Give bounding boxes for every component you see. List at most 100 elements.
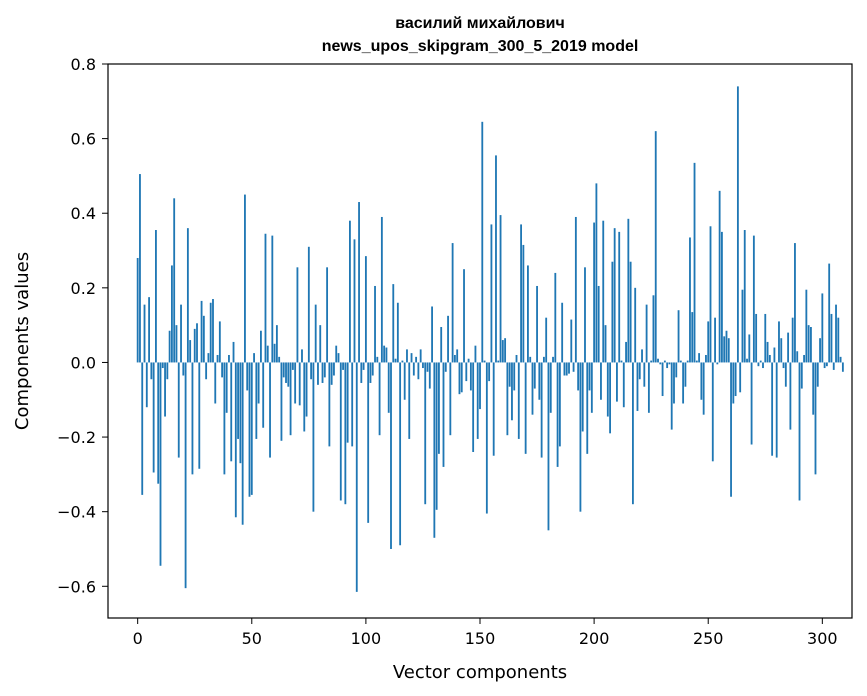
bar bbox=[597, 285, 600, 363]
bar bbox=[506, 362, 509, 436]
bar bbox=[355, 362, 358, 592]
bar bbox=[807, 325, 810, 363]
bar bbox=[291, 362, 294, 370]
bar bbox=[485, 362, 488, 514]
bar bbox=[202, 315, 205, 363]
bar bbox=[709, 226, 712, 363]
bar bbox=[825, 362, 828, 367]
bar bbox=[447, 315, 449, 363]
bar bbox=[155, 230, 157, 363]
bar bbox=[661, 362, 664, 397]
bar bbox=[841, 362, 844, 372]
bar bbox=[257, 362, 260, 404]
bar bbox=[821, 293, 824, 363]
bar bbox=[682, 362, 685, 404]
bar bbox=[198, 362, 201, 469]
bar bbox=[837, 317, 840, 363]
bar bbox=[638, 362, 641, 380]
bar bbox=[520, 224, 522, 363]
bar bbox=[481, 121, 484, 363]
bar bbox=[734, 362, 737, 397]
bar bbox=[463, 269, 465, 363]
x-tick-label: 300 bbox=[807, 629, 838, 648]
bar bbox=[508, 362, 511, 387]
bar bbox=[752, 235, 755, 363]
bar bbox=[762, 362, 764, 369]
bar bbox=[136, 257, 139, 363]
bar bbox=[253, 353, 255, 363]
bar bbox=[150, 362, 153, 380]
bar bbox=[346, 362, 349, 443]
bar bbox=[650, 360, 653, 363]
bar bbox=[433, 362, 436, 538]
bar bbox=[613, 228, 616, 363]
bar bbox=[803, 354, 805, 363]
bar bbox=[584, 267, 586, 363]
bar bbox=[385, 347, 388, 363]
bar bbox=[298, 362, 301, 406]
bar bbox=[622, 362, 625, 408]
bar bbox=[513, 362, 516, 391]
bar bbox=[721, 231, 723, 363]
bar bbox=[380, 216, 383, 363]
bar bbox=[403, 362, 406, 400]
bar bbox=[659, 362, 662, 365]
bar bbox=[164, 362, 166, 417]
bar bbox=[376, 356, 379, 363]
bar bbox=[604, 325, 607, 363]
bar bbox=[145, 362, 148, 408]
bar bbox=[209, 302, 212, 363]
x-tick-label: 50 bbox=[242, 629, 262, 648]
bar bbox=[422, 362, 424, 369]
bar bbox=[335, 345, 338, 363]
y-tick-label: 0.2 bbox=[71, 279, 96, 298]
bar bbox=[563, 362, 566, 376]
bar bbox=[221, 362, 224, 378]
bar bbox=[383, 345, 386, 363]
bar bbox=[549, 362, 552, 413]
bar bbox=[606, 362, 609, 417]
bar bbox=[832, 362, 835, 370]
bar bbox=[285, 362, 287, 383]
bar bbox=[196, 323, 198, 363]
bar bbox=[287, 362, 290, 387]
bar bbox=[714, 317, 716, 363]
bar bbox=[225, 362, 228, 413]
bar bbox=[782, 362, 785, 369]
bar bbox=[828, 263, 831, 363]
bars-group bbox=[136, 86, 844, 592]
bar bbox=[330, 362, 333, 385]
bar bbox=[312, 362, 315, 512]
y-axis-label: Components values bbox=[12, 252, 33, 430]
bar bbox=[351, 362, 354, 447]
bar bbox=[255, 362, 258, 439]
bar bbox=[643, 362, 646, 387]
bar bbox=[711, 362, 714, 462]
bar bbox=[456, 349, 459, 363]
bar bbox=[399, 362, 402, 546]
bar bbox=[438, 362, 440, 454]
bar bbox=[718, 190, 721, 363]
bar bbox=[342, 362, 344, 370]
bar bbox=[670, 362, 673, 430]
bar bbox=[577, 362, 580, 391]
bar bbox=[725, 330, 728, 363]
bar bbox=[435, 362, 438, 510]
bar bbox=[705, 354, 707, 363]
bar bbox=[766, 341, 769, 363]
x-tick-label: 100 bbox=[351, 629, 382, 648]
bar bbox=[310, 362, 313, 380]
bar bbox=[152, 362, 155, 473]
bar bbox=[568, 362, 570, 374]
bar bbox=[759, 360, 762, 363]
bar bbox=[275, 325, 278, 363]
bar bbox=[495, 155, 497, 363]
bar bbox=[686, 360, 689, 363]
bar bbox=[835, 304, 837, 363]
bar bbox=[157, 362, 160, 484]
bar bbox=[552, 356, 554, 363]
bar bbox=[657, 358, 659, 363]
bar bbox=[278, 356, 281, 363]
bar bbox=[143, 304, 146, 363]
